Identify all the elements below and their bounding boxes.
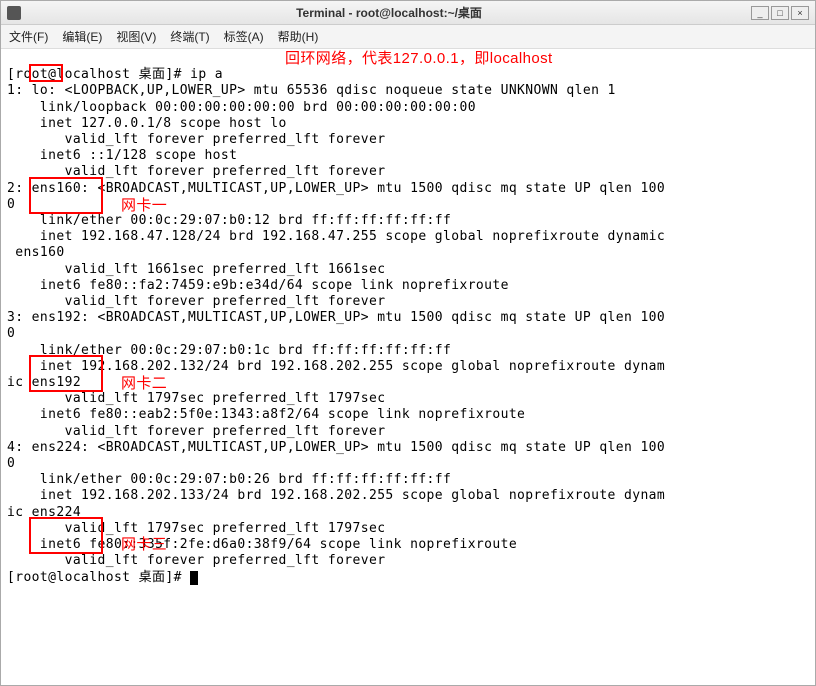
terminal-line: valid_lft 1661sec preferred_lft 1661sec bbox=[7, 262, 385, 277]
window-buttons: _ □ × bbox=[751, 6, 809, 20]
terminal-window: Terminal - root@localhost:~/桌面 _ □ × 文件(… bbox=[0, 0, 816, 686]
terminal-line: 0 bbox=[7, 326, 15, 341]
titlebar[interactable]: Terminal - root@localhost:~/桌面 _ □ × bbox=[1, 1, 815, 25]
terminal-line: valid_lft 1797sec preferred_lft 1797sec bbox=[7, 521, 385, 536]
terminal-line: inet6 fe80::eab2:5f0e:1343:a8f2/64 scope… bbox=[7, 407, 525, 422]
terminal-line: valid_lft forever preferred_lft forever bbox=[7, 424, 385, 439]
maximize-button[interactable]: □ bbox=[771, 6, 789, 20]
terminal-line: inet6 fe80::335f:2fe:d6a0:38f9/64 scope … bbox=[7, 537, 517, 552]
annotation-loopback: 回环网络，代表127.0.0.1，即localhost bbox=[285, 51, 553, 67]
menu-tabs[interactable]: 标签(A) bbox=[224, 28, 264, 45]
terminal-line: [root@localhost 桌面]# ip a bbox=[7, 67, 223, 82]
terminal-line: link/ether 00:0c:29:07:b0:1c brd ff:ff:f… bbox=[7, 343, 451, 358]
terminal-line: 1: lo: <LOOPBACK,UP,LOWER_UP> mtu 65536 … bbox=[7, 83, 616, 98]
terminal-line: link/ether 00:0c:29:07:b0:12 brd ff:ff:f… bbox=[7, 213, 451, 228]
menu-view[interactable]: 视图(V) bbox=[116, 28, 156, 45]
terminal-line: 2: ens160: <BROADCAST,MULTICAST,UP,LOWER… bbox=[7, 181, 665, 196]
menubar: 文件(F) 编辑(E) 视图(V) 终端(T) 标签(A) 帮助(H) bbox=[1, 25, 815, 49]
menu-terminal[interactable]: 终端(T) bbox=[170, 28, 209, 45]
terminal-line: link/loopback 00:00:00:00:00:00 brd 00:0… bbox=[7, 100, 476, 115]
annotation-nic1: 网卡一 bbox=[121, 198, 167, 214]
terminal-line: ic ens192 bbox=[7, 375, 81, 390]
terminal-line: inet 127.0.0.1/8 scope host lo bbox=[7, 116, 287, 131]
annotation-nic2: 网卡二 bbox=[121, 376, 167, 392]
terminal-line: link/ether 00:0c:29:07:b0:26 brd ff:ff:f… bbox=[7, 472, 451, 487]
terminal-line: inet6 fe80::fa2:7459:e9b:e34d/64 scope l… bbox=[7, 278, 509, 293]
terminal-viewport[interactable]: [root@localhost 桌面]# ip a 1: lo: <LOOPBA… bbox=[1, 49, 815, 685]
terminal-line: [root@localhost 桌面]# bbox=[7, 570, 190, 585]
terminal-line: valid_lft forever preferred_lft forever bbox=[7, 294, 385, 309]
window-title: Terminal - root@localhost:~/桌面 bbox=[27, 4, 751, 21]
terminal-line: 0 bbox=[7, 456, 15, 471]
terminal-line: 3: ens192: <BROADCAST,MULTICAST,UP,LOWER… bbox=[7, 310, 665, 325]
terminal-line: inet 192.168.202.132/24 brd 192.168.202.… bbox=[7, 359, 665, 374]
close-button[interactable]: × bbox=[791, 6, 809, 20]
terminal-line: inet 192.168.47.128/24 brd 192.168.47.25… bbox=[7, 229, 665, 244]
minimize-button[interactable]: _ bbox=[751, 6, 769, 20]
menu-edit[interactable]: 编辑(E) bbox=[62, 28, 102, 45]
menu-help[interactable]: 帮助(H) bbox=[278, 28, 319, 45]
cursor bbox=[190, 571, 198, 585]
terminal-line: ic ens224 bbox=[7, 505, 81, 520]
terminal-line: ens160 bbox=[7, 245, 65, 260]
terminal-line: valid_lft forever preferred_lft forever bbox=[7, 164, 385, 179]
terminal-line: valid_lft forever preferred_lft forever bbox=[7, 553, 385, 568]
app-icon bbox=[7, 6, 21, 20]
terminal-line: inet 192.168.202.133/24 brd 192.168.202.… bbox=[7, 488, 665, 503]
terminal-line: inet6 ::1/128 scope host bbox=[7, 148, 237, 163]
terminal-line: valid_lft forever preferred_lft forever bbox=[7, 132, 385, 147]
terminal-line: 0 bbox=[7, 197, 15, 212]
menu-file[interactable]: 文件(F) bbox=[9, 28, 48, 45]
terminal-line: 4: ens224: <BROADCAST,MULTICAST,UP,LOWER… bbox=[7, 440, 665, 455]
terminal-line: valid_lft 1797sec preferred_lft 1797sec bbox=[7, 391, 385, 406]
